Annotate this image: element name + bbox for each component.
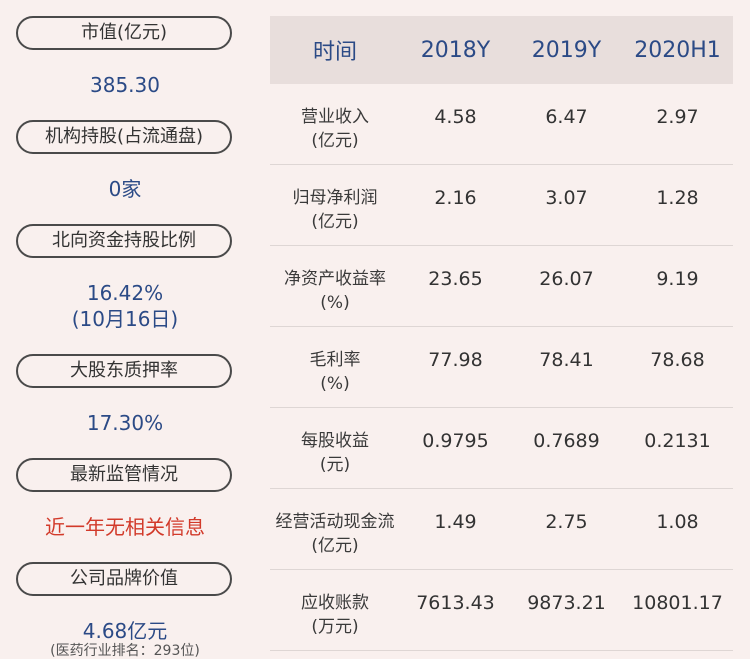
table-cell: 78.68 (650, 349, 705, 371)
table-cell: 0.7689 (533, 430, 600, 452)
table-cell: 78.41 (539, 349, 594, 371)
row-label: 营业收入 (亿元) (270, 84, 400, 153)
metric-name: 经营活动现金流 (275, 512, 395, 532)
northbound-holding-date: (10月16日) (71, 307, 179, 331)
metric-name: 应收账款 (301, 593, 369, 613)
pledge-rate-value: 17.30% (86, 411, 164, 435)
table-cell: 1.49 (434, 511, 477, 533)
table-cell: 10801.17 (632, 592, 723, 614)
metric-unit: (%) (320, 374, 350, 394)
table-row: 营业收入 (亿元) 4.58 6.47 2.97 (270, 84, 733, 165)
market-cap-value: 385.30 (90, 73, 160, 97)
financial-table: 时间 2018Y 2019Y 2020H1 营业收入 (亿元) 4.58 6.4… (270, 16, 733, 651)
metric-unit: (万元) (311, 617, 359, 637)
summary-panel: 市值(亿元) 385.30 机构持股(占流通盘) 0家 北向资金持股比例 16.… (0, 0, 250, 659)
header-period: 时间 (312, 40, 357, 65)
row-label: 毛利率 (%) (270, 327, 400, 396)
metric-unit: (%) (320, 293, 350, 313)
table-cell: 9873.21 (527, 592, 606, 614)
header-2018y: 2018Y (420, 37, 491, 63)
regulation-status-label: 最新监管情况 (16, 458, 232, 492)
table-cell: 0.9795 (422, 430, 489, 452)
table-cell: 1.08 (656, 511, 699, 533)
metric-name: 毛利率 (309, 350, 361, 370)
table-cell: 2.16 (434, 187, 477, 209)
brand-value-label: 公司品牌价值 (16, 562, 232, 596)
brand-rank-note: (医药行业排名：293位) (50, 643, 200, 659)
table-cell: 0.2131 (644, 430, 711, 452)
header-2019y: 2019Y (531, 37, 602, 63)
metric-unit: (亿元) (311, 536, 359, 556)
header-2020h1: 2020H1 (634, 37, 721, 63)
table-row: 毛利率 (%) 77.98 78.41 78.68 (270, 327, 733, 408)
metric-name: 净资产收益率 (284, 269, 386, 289)
row-label: 归母净利润 (亿元) (270, 165, 400, 234)
metric-name: 归母净利润 (292, 188, 378, 208)
table-row: 归母净利润 (亿元) 2.16 3.07 1.28 (270, 165, 733, 246)
table-row: 经营活动现金流 (亿元) 1.49 2.75 1.08 (270, 489, 733, 570)
row-label: 经营活动现金流 (亿元) (270, 489, 400, 558)
table-cell: 26.07 (539, 268, 594, 290)
table-cell: 77.98 (428, 349, 483, 371)
metric-name: 每股收益 (301, 431, 369, 451)
institution-holding-value: 0家 (108, 177, 142, 201)
table-header: 时间 2018Y 2019Y 2020H1 (270, 16, 733, 84)
table-cell: 9.19 (656, 268, 699, 290)
table-cell: 7613.43 (416, 592, 495, 614)
table-cell: 23.65 (428, 268, 483, 290)
regulation-status-value: 近一年无相关信息 (45, 515, 205, 539)
table-row: 应收账款 (万元) 7613.43 9873.21 10801.17 (270, 570, 733, 651)
metric-unit: (亿元) (311, 131, 359, 151)
pledge-rate-label: 大股东质押率 (16, 354, 232, 388)
table-cell: 2.97 (656, 106, 699, 128)
institution-holding-label: 机构持股(占流通盘) (16, 120, 232, 154)
table-cell: 3.07 (545, 187, 588, 209)
row-label: 每股收益 (元) (270, 408, 400, 477)
table-row: 净资产收益率 (%) 23.65 26.07 9.19 (270, 246, 733, 327)
metric-unit: (亿元) (311, 212, 359, 232)
table-cell: 2.75 (545, 511, 588, 533)
table-cell: 1.28 (656, 187, 699, 209)
metric-unit: (元) (319, 455, 351, 475)
northbound-holding-label: 北向资金持股比例 (16, 224, 232, 258)
table-cell: 6.47 (545, 106, 588, 128)
brand-value-amount: 4.68亿元 (82, 619, 168, 643)
table-row: 每股收益 (元) 0.9795 0.7689 0.2131 (270, 408, 733, 489)
metric-name: 营业收入 (301, 107, 369, 127)
table-cell: 4.58 (434, 106, 477, 128)
row-label: 净资产收益率 (%) (270, 246, 400, 315)
row-label: 应收账款 (万元) (270, 570, 400, 639)
northbound-holding-value: 16.42% (86, 281, 164, 305)
market-cap-label: 市值(亿元) (16, 16, 232, 50)
